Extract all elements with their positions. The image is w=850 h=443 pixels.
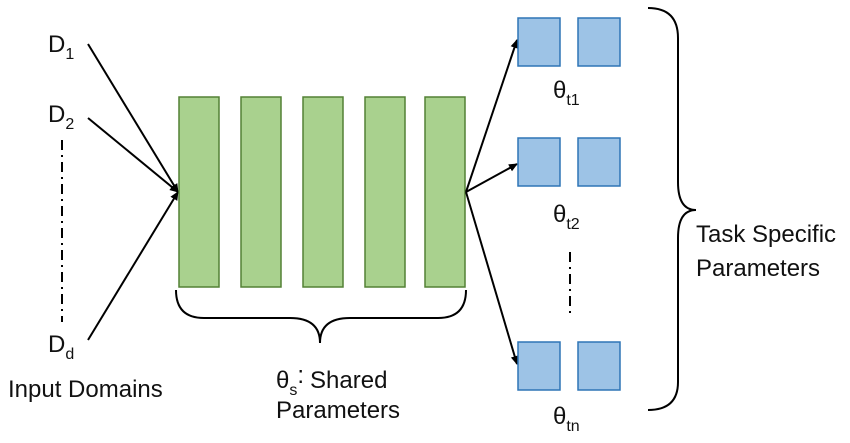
arrow-t1 <box>465 39 519 193</box>
shared-theta-label: θs: Shared <box>276 362 387 399</box>
arrow-d2 <box>87 117 179 193</box>
task-t2-label: θt2 <box>553 201 580 233</box>
shared-parameter-blocks <box>178 96 466 288</box>
arrow-tn <box>465 191 519 365</box>
task-block <box>517 137 561 187</box>
task-tn-label: θtn <box>553 403 580 435</box>
task-block <box>577 17 621 67</box>
shared-block <box>178 96 220 288</box>
task-block <box>517 341 561 391</box>
shared-block <box>424 96 466 288</box>
task-parameter-blocks <box>517 17 621 391</box>
arrow-d1 <box>87 43 179 193</box>
arrow-dd <box>87 191 179 341</box>
shared-block <box>240 96 282 288</box>
domain-d2-label: D2 <box>48 101 74 133</box>
shared-caption-line2: Parameters <box>276 397 400 424</box>
arrow-t2 <box>465 163 518 193</box>
shared-block <box>302 96 344 288</box>
domain-dd-label: Dd <box>48 331 74 363</box>
domain-d1-label: D1 <box>48 31 74 63</box>
task-specific-line2: Parameters <box>696 255 820 282</box>
task-block <box>517 17 561 67</box>
task-t1-label: θt1 <box>553 77 580 109</box>
task-specific-line1: Task Specific <box>696 221 836 248</box>
task-block <box>577 341 621 391</box>
task-specific-brace <box>647 7 697 411</box>
shared-block <box>364 96 406 288</box>
shared-brace <box>175 289 467 344</box>
input-domains-caption: Input Domains <box>8 376 163 403</box>
task-block <box>577 137 621 187</box>
